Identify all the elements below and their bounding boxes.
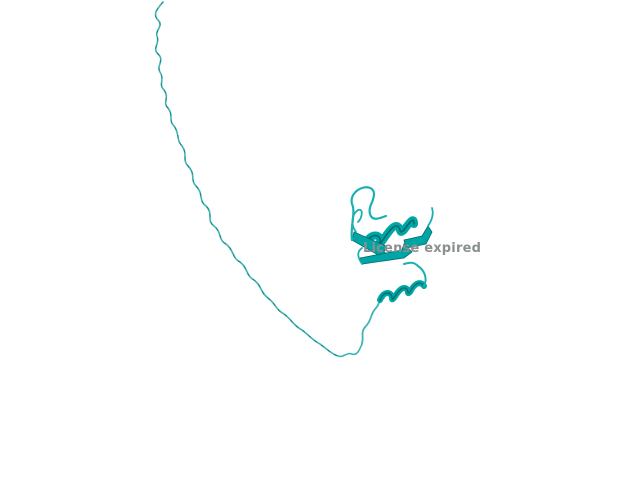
license-watermark: License expired	[363, 241, 482, 256]
coil-tail	[154, 1, 363, 358]
loop-left	[351, 208, 363, 233]
helix-upper	[362, 216, 418, 248]
loop-top	[350, 186, 388, 242]
loop-bottom	[357, 247, 363, 265]
coil-tail-shade	[155, 1, 339, 357]
helix-lower	[377, 261, 427, 303]
loop-right-tail	[427, 207, 434, 227]
coil-linker	[361, 297, 385, 345]
